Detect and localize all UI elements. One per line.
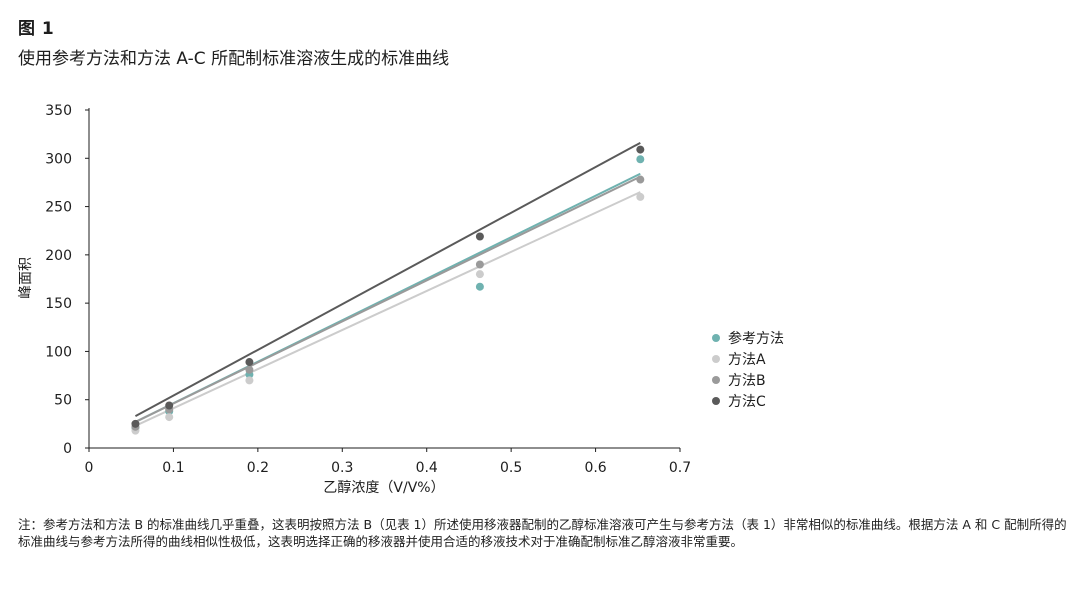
legend-label: 参考方法 bbox=[728, 330, 784, 347]
data-point bbox=[636, 145, 645, 154]
figure-title: 使用参考方法和方法 A-C 所配制标准溶液生成的标准曲线 bbox=[18, 49, 450, 69]
chart-legend: 参考方法方法A 方法B 方法C bbox=[712, 327, 784, 411]
legend-label: 方法A bbox=[728, 351, 766, 368]
legend-item: 方法A bbox=[712, 348, 784, 369]
data-point bbox=[165, 413, 174, 422]
legend-marker bbox=[712, 354, 720, 363]
data-point bbox=[245, 376, 254, 385]
legend-marker bbox=[712, 396, 720, 405]
data-point bbox=[636, 175, 645, 184]
x-tick-label: 0.7 bbox=[669, 460, 691, 476]
x-tick-label: 0.6 bbox=[584, 460, 606, 476]
data-point bbox=[131, 419, 140, 428]
legend-marker bbox=[712, 375, 720, 384]
chart-plot: 0 50 100 150 200 250 300 350 0 0.1 0.2 0.3 0.4 0.5 0.6… bbox=[18, 103, 691, 496]
legend-item: 方法C bbox=[712, 390, 784, 411]
points-layer bbox=[131, 145, 645, 435]
x-tick-label: 0.4 bbox=[416, 460, 438, 476]
trendline bbox=[134, 175, 641, 423]
data-point bbox=[636, 155, 645, 164]
x-tick-label: 0.2 bbox=[247, 460, 269, 476]
axes-layer: 0 50 100 150 200 250 300 350 0 0.1 0.2 0.3 0.4 0.5 0.6… bbox=[45, 103, 691, 476]
figure-label: 图 1 bbox=[18, 19, 55, 39]
x-tick-label: 0.5 bbox=[500, 460, 522, 476]
y-tick-label: 0 bbox=[63, 441, 72, 457]
trendline bbox=[134, 141, 641, 418]
legend-label: 方法C bbox=[728, 393, 766, 410]
y-axis-title: 峰面积 bbox=[18, 257, 34, 299]
trendlines-layer bbox=[134, 141, 641, 427]
y-tick-label: 100 bbox=[45, 344, 72, 360]
y-tick-label: 300 bbox=[45, 151, 72, 167]
y-tick-label: 250 bbox=[45, 200, 72, 216]
data-point bbox=[475, 260, 484, 269]
figure-note: 注：参考方法和方法 B 的标准曲线几乎重叠，这表明按照方法 B（见表 1）所述使… bbox=[18, 517, 1067, 549]
data-point bbox=[245, 358, 254, 367]
data-point bbox=[165, 401, 174, 410]
x-tick-label: 0.3 bbox=[331, 460, 353, 476]
trendline bbox=[135, 191, 641, 427]
legend-label: 方法B bbox=[728, 372, 766, 389]
legend-item: 方法B bbox=[712, 369, 784, 390]
y-tick-label: 150 bbox=[45, 296, 72, 312]
data-point bbox=[475, 270, 484, 279]
data-point bbox=[475, 232, 484, 241]
y-tick-label: 50 bbox=[54, 393, 72, 409]
data-point bbox=[636, 192, 645, 201]
x-axis-title: 乙醇浓度（V/V%） bbox=[323, 479, 444, 496]
x-tick-label: 0 bbox=[85, 460, 94, 476]
legend-item: 参考方法 bbox=[712, 327, 784, 348]
data-point bbox=[245, 365, 254, 374]
legend-marker bbox=[712, 333, 720, 342]
x-tick-label: 0.1 bbox=[162, 460, 184, 476]
y-tick-label: 200 bbox=[45, 248, 72, 264]
data-point bbox=[475, 282, 484, 291]
y-tick-label: 350 bbox=[45, 103, 72, 119]
